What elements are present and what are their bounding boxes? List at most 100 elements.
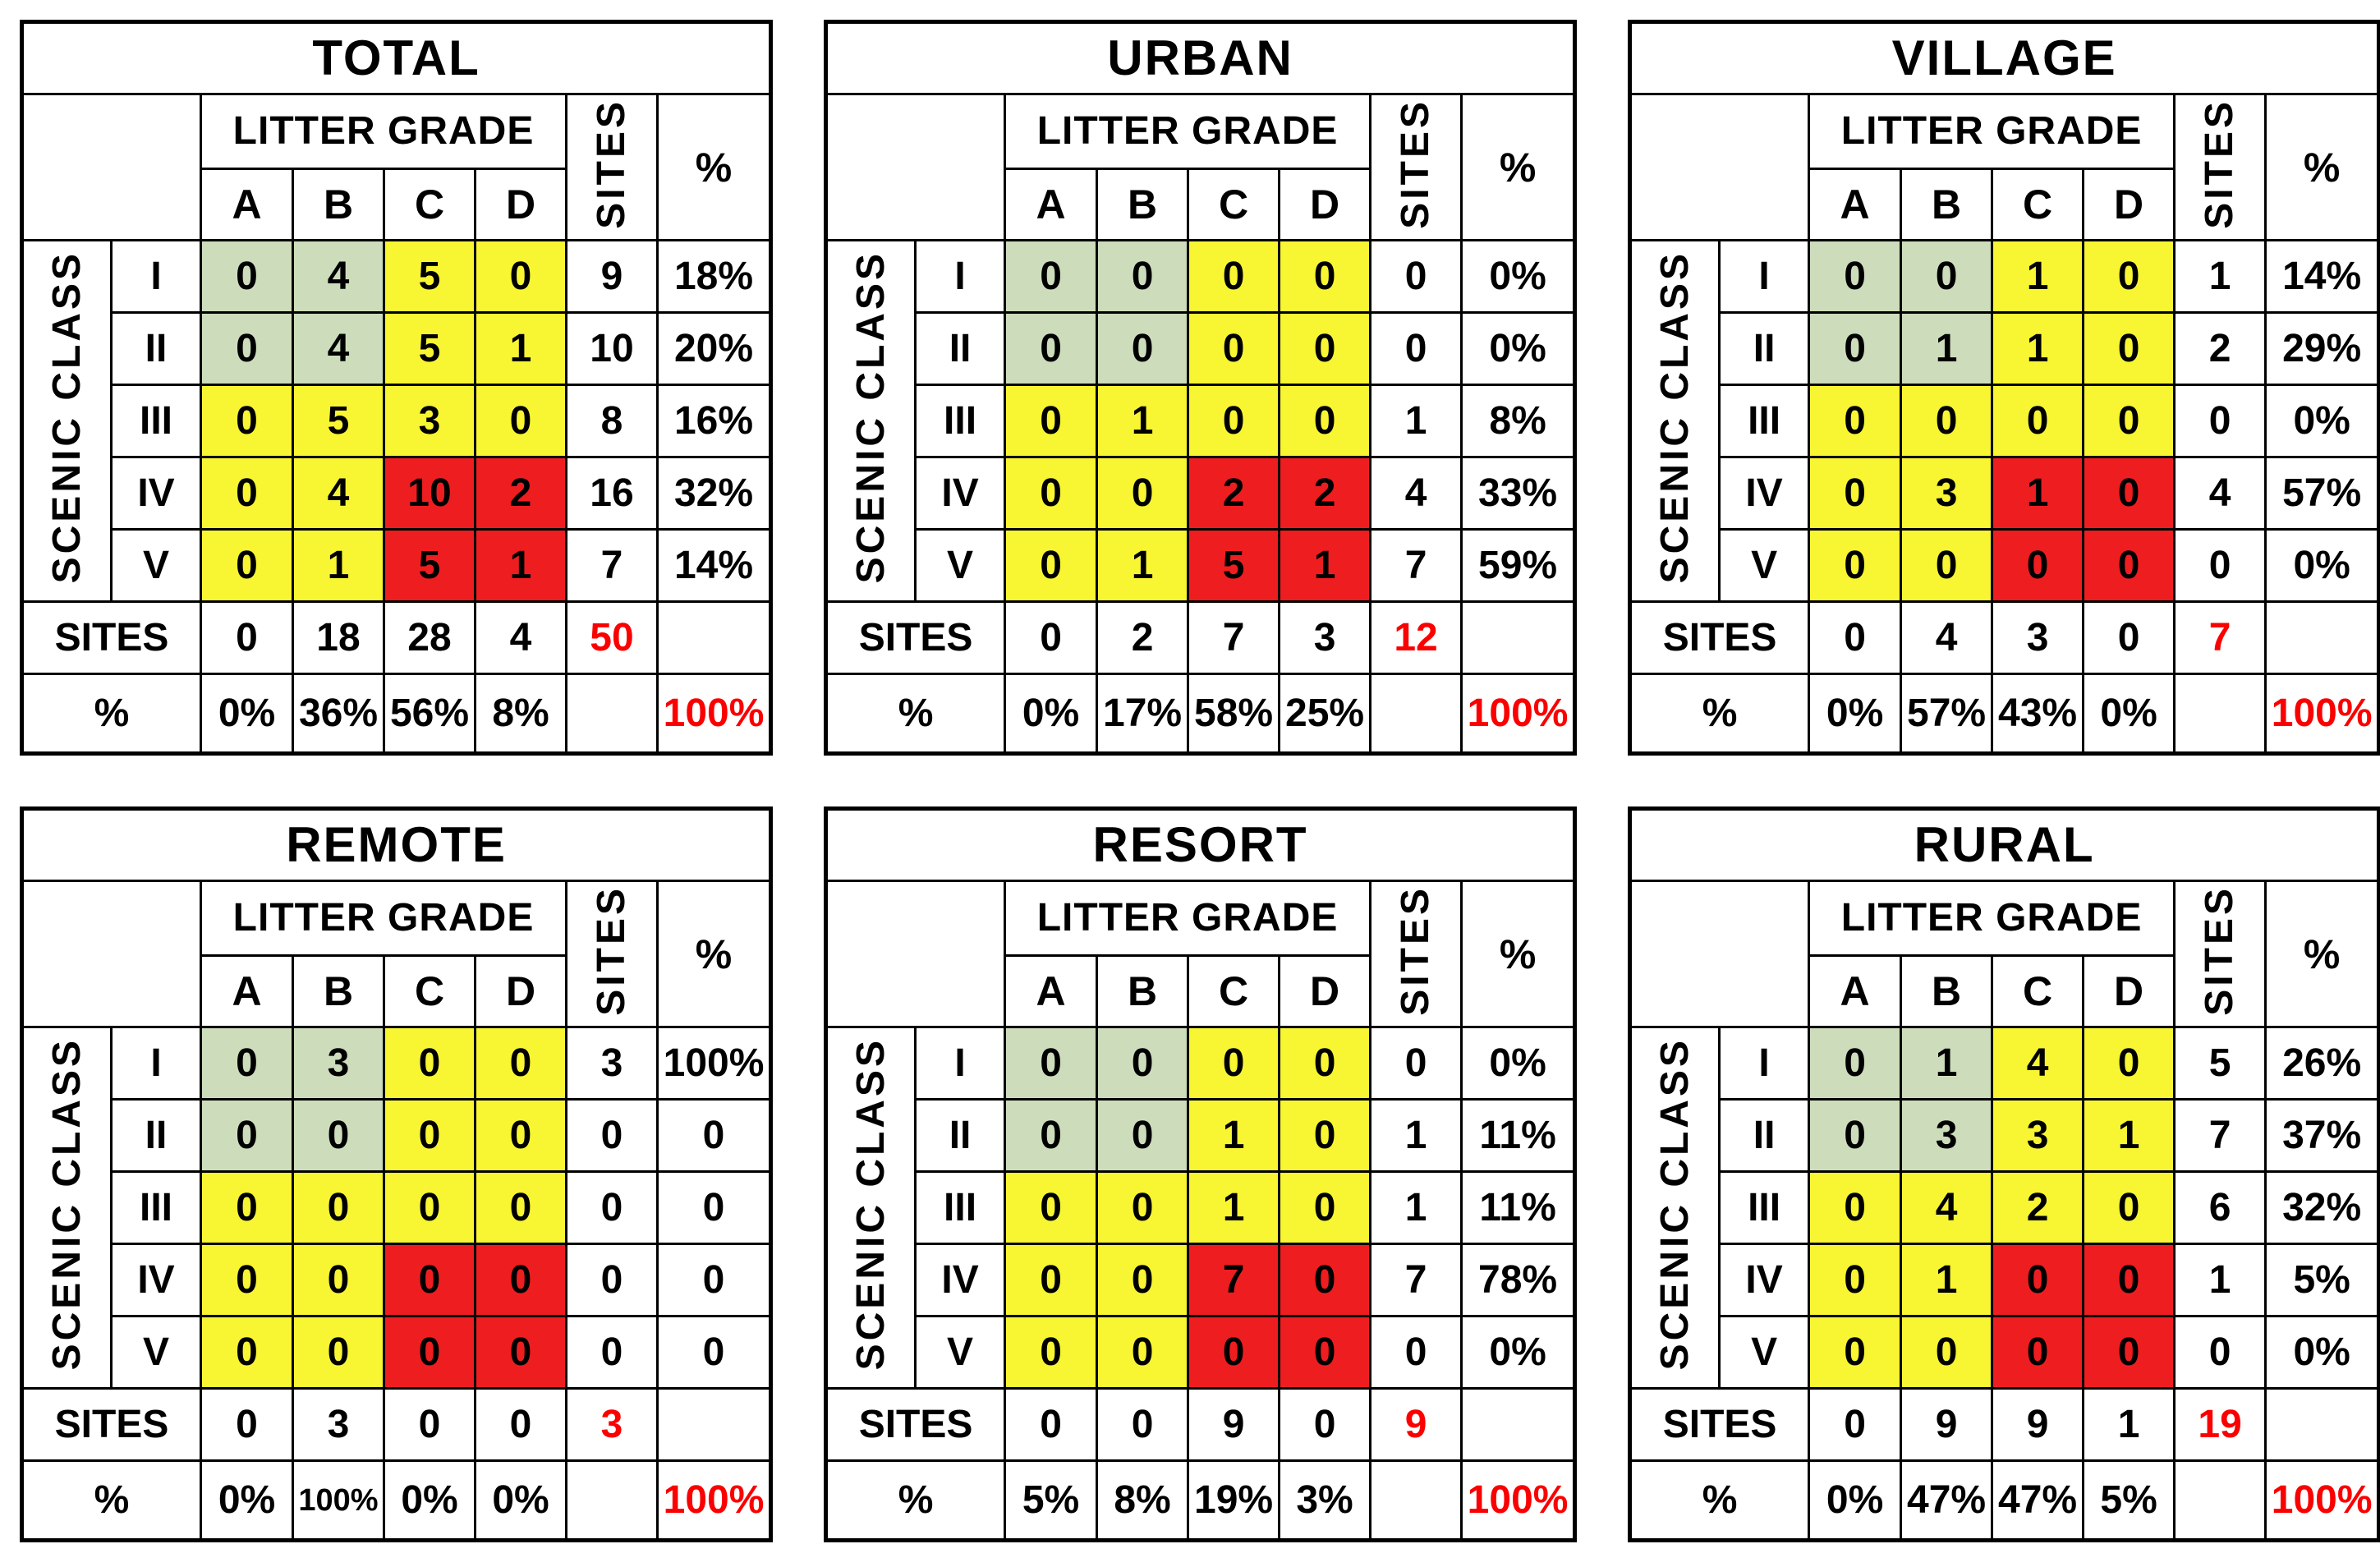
count-cell-i-b: 0 [1096, 239, 1190, 314]
count-cell-iii-c: 0 [383, 1170, 476, 1245]
count-cell-iv-c: 1 [1991, 456, 2085, 531]
empty-cell [1460, 1387, 1577, 1462]
count-cell-iv-c: 2 [1187, 456, 1281, 531]
col-sites-total-d: 0 [474, 1387, 567, 1462]
row-pct: 78% [1460, 1243, 1577, 1317]
count-cell-iii-d: 0 [474, 1170, 567, 1245]
row-sites-total: 0 [1369, 239, 1463, 314]
col-pct-a: 0% [200, 1459, 294, 1542]
count-cell-ii-d: 0 [1278, 1098, 1372, 1173]
count-cell-v-c: 0 [1991, 1315, 2085, 1390]
sites-col-header: SITES [1369, 880, 1463, 1028]
row-sites-total: 0 [2173, 384, 2267, 458]
count-cell-v-d: 1 [1278, 528, 1372, 603]
row-sites-total: 1 [2173, 1243, 2267, 1317]
empty-cell [2173, 673, 2267, 755]
scenic-class-label-text: SCENIC CLASS [44, 250, 89, 584]
grand-total-pct: 100% [2264, 1459, 2380, 1542]
corner-cell [21, 93, 202, 241]
count-cell-i-d: 0 [474, 239, 567, 314]
count-cell-iv-a: 0 [1004, 1243, 1099, 1317]
pct-col-header: % [655, 93, 773, 241]
scenic-class-label-text: SCENIC CLASS [848, 250, 893, 584]
col-sites-total-b: 0 [1096, 1387, 1190, 1462]
litter-grade-header: LITTER GRADE [200, 93, 567, 170]
col-pct-c: 19% [1187, 1459, 1281, 1542]
count-cell-ii-a: 0 [1808, 1098, 1903, 1173]
count-cell-ii-b: 3 [1900, 1098, 1994, 1173]
grade-col-header-d: D [474, 954, 567, 1028]
pct-col-header: % [655, 880, 773, 1028]
count-cell-iii-c: 0 [1187, 384, 1281, 458]
count-cell-i-b: 0 [1900, 239, 1994, 314]
sites-col-header: SITES [565, 880, 659, 1028]
pct-row-label: % [825, 1459, 1007, 1542]
scenic-class-label: SCENIC CLASS [1629, 239, 1721, 603]
count-cell-iii-d: 0 [1278, 384, 1372, 458]
count-cell-iii-b: 0 [1900, 384, 1994, 458]
row-sites-total: 0 [565, 1243, 659, 1317]
grade-col-header-d: D [1278, 168, 1372, 241]
count-cell-i-b: 0 [1096, 1026, 1190, 1101]
grand-total-pct: 100% [2264, 673, 2380, 755]
row-sites-total: 7 [2173, 1098, 2267, 1173]
count-cell-v-b: 1 [1096, 528, 1190, 603]
pct-col-header: % [2264, 93, 2380, 241]
row-sites-total: 0 [1369, 1315, 1463, 1390]
count-cell-ii-b: 1 [1900, 311, 1994, 386]
count-cell-i-a: 0 [1808, 1026, 1903, 1101]
sites-col-header-text: SITES [1394, 885, 1438, 1016]
table-title: REMOTE [20, 807, 773, 882]
count-cell-ii-a: 0 [200, 1098, 294, 1173]
scenic-class-row-label: IV [914, 456, 1007, 531]
sites-row-label: SITES [21, 1387, 202, 1462]
grand-total-sites: 12 [1369, 600, 1463, 675]
grand-total-sites: 19 [2173, 1387, 2267, 1462]
corner-cell [1629, 93, 1811, 241]
empty-cell [1369, 673, 1463, 755]
count-cell-i-c: 4 [1991, 1026, 2085, 1101]
litter-grade-header: LITTER GRADE [1004, 880, 1372, 957]
count-cell-iii-d: 0 [2082, 1170, 2176, 1245]
grade-col-header-b: B [292, 168, 385, 241]
empty-cell [2173, 1459, 2267, 1542]
col-sites-total-c: 3 [1991, 600, 2085, 675]
row-sites-total: 0 [565, 1098, 659, 1173]
col-pct-b: 8% [1096, 1459, 1190, 1542]
litter-table-remote: REMOTE LITTER GRADE SITES% A B C D SCENIC CLASS… [20, 806, 774, 1542]
count-cell-v-c: 5 [383, 528, 476, 603]
row-pct: 18% [655, 239, 773, 314]
count-cell-v-a: 0 [1004, 1315, 1099, 1390]
scenic-class-row-label: III [914, 1170, 1007, 1245]
scenic-class-row-label: V [914, 528, 1007, 603]
count-cell-iv-d: 0 [474, 1243, 567, 1317]
col-sites-total-c: 28 [383, 600, 476, 675]
col-sites-total-d: 4 [474, 600, 567, 675]
grade-col-header-d: D [2082, 168, 2176, 241]
col-sites-total-a: 0 [1808, 1387, 1903, 1462]
count-cell-i-b: 1 [1900, 1026, 1994, 1101]
count-cell-i-d: 0 [474, 1026, 567, 1101]
count-cell-iii-a: 0 [1004, 1170, 1099, 1245]
count-cell-v-b: 0 [292, 1315, 385, 1390]
count-cell-i-a: 0 [1004, 239, 1099, 314]
count-cell-v-b: 0 [1900, 1315, 1994, 1390]
grade-col-header-a: A [1004, 954, 1099, 1028]
count-cell-ii-c: 5 [383, 311, 476, 386]
scenic-class-row-label: I [110, 1026, 202, 1101]
corner-cell [21, 880, 202, 1028]
col-sites-total-c: 9 [1991, 1387, 2085, 1462]
row-sites-total: 7 [1369, 1243, 1463, 1317]
sites-col-header-text: SITES [1394, 98, 1438, 229]
col-sites-total-a: 0 [1808, 600, 1903, 675]
count-cell-ii-d: 0 [2082, 311, 2176, 386]
count-cell-ii-d: 0 [1278, 311, 1372, 386]
sites-row-label: SITES [825, 1387, 1007, 1462]
col-pct-a: 5% [1004, 1459, 1099, 1542]
col-pct-d: 8% [474, 673, 567, 755]
grade-col-header-d: D [474, 168, 567, 241]
count-cell-ii-c: 0 [1187, 311, 1281, 386]
empty-cell [655, 1387, 773, 1462]
col-sites-total-b: 2 [1096, 600, 1190, 675]
